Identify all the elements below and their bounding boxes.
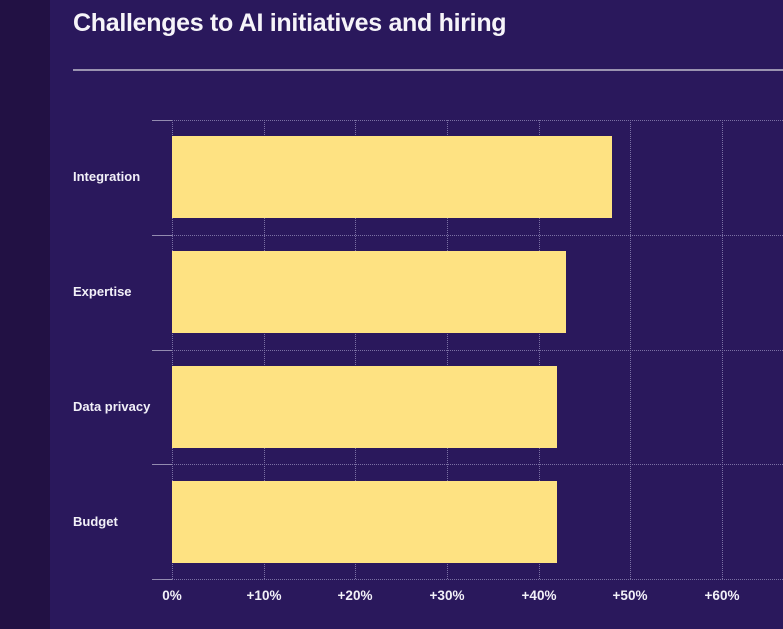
horizontal-gridline [172, 350, 783, 351]
bar-budget [172, 481, 557, 563]
category-tick-mark [152, 579, 172, 580]
bar-integration [172, 136, 612, 218]
horizontal-gridline [172, 579, 783, 580]
x-tick-label: +60% [704, 588, 740, 603]
horizontal-gridline [172, 464, 783, 465]
x-tick-label: +20% [337, 588, 373, 603]
category-label: Expertise [73, 284, 132, 299]
x-tick-label: 0% [162, 588, 182, 603]
vertical-gridline [539, 120, 540, 579]
category-label: Budget [73, 514, 118, 529]
category-label: Integration [73, 169, 141, 184]
x-tick-label: +10% [246, 588, 282, 603]
x-tick-label: +50% [612, 588, 648, 603]
horizontal-gridline [172, 120, 783, 121]
x-tick-label: +30% [429, 588, 465, 603]
x-tick-label: +40% [521, 588, 557, 603]
vertical-gridline [264, 120, 265, 579]
category-tick-mark [152, 120, 172, 121]
vertical-gridline [630, 120, 631, 579]
vertical-gridline [172, 120, 173, 579]
vertical-gridline [722, 120, 723, 579]
title-divider [73, 69, 783, 71]
left-accent-strip [0, 0, 50, 629]
bar-data-privacy [172, 366, 557, 448]
category-tick-mark [152, 464, 172, 465]
vertical-gridline [447, 120, 448, 579]
horizontal-gridline [172, 235, 783, 236]
category-tick-mark [152, 235, 172, 236]
category-tick-mark [152, 350, 172, 351]
bar-expertise [172, 251, 566, 333]
vertical-gridline [355, 120, 356, 579]
category-label: Data privacy [73, 399, 151, 414]
chart-title: Challenges to AI initiatives and hiring [73, 9, 507, 37]
